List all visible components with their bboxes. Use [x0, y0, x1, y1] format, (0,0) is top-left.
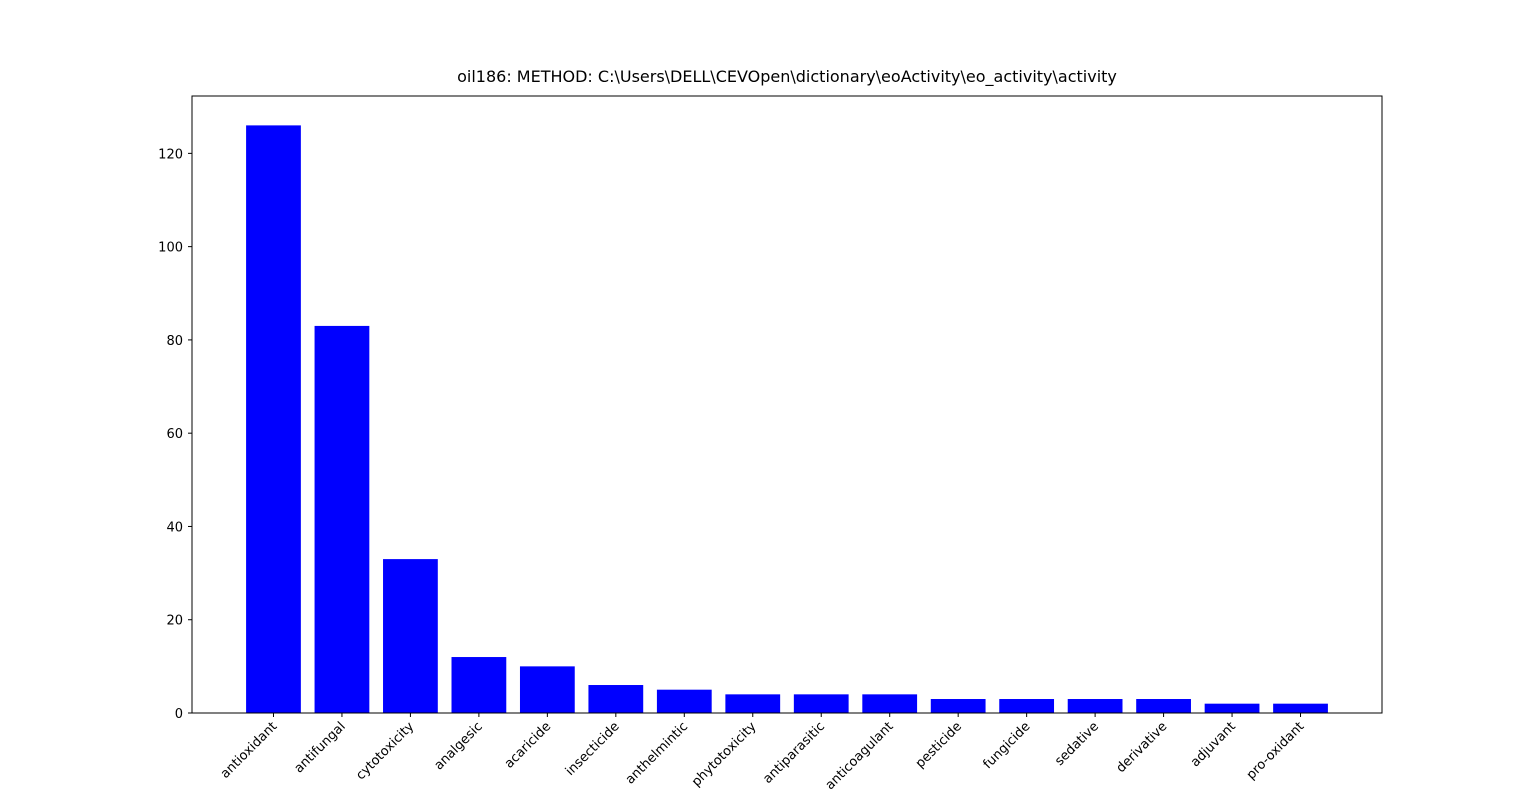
- y-tick-label: 60: [166, 427, 183, 442]
- bar: [999, 699, 1055, 713]
- x-tick-label: antifungal: [292, 719, 349, 776]
- bar: [519, 666, 575, 713]
- bar: [1273, 703, 1328, 713]
- x-tick-label: fungicide: [980, 719, 1033, 772]
- x-tick-label: adjuvant: [1188, 719, 1239, 770]
- bar: [930, 699, 986, 713]
- bar: [451, 657, 507, 713]
- x-tick-label: pro-oxidant: [1244, 719, 1308, 783]
- y-tick-label: 80: [166, 334, 183, 349]
- x-tick-label: analgesic: [432, 719, 486, 773]
- x-tick-label: anticoagulant: [823, 719, 897, 793]
- plot-frame: [191, 95, 1383, 714]
- y-tick-label: 0: [175, 707, 183, 722]
- bar: [1067, 699, 1123, 713]
- bar: [1204, 703, 1260, 713]
- bar: [246, 125, 301, 713]
- x-tick-label: anthelmintic: [623, 719, 691, 787]
- y-tick-label: 100: [158, 241, 183, 256]
- bar: [725, 694, 781, 713]
- bar: [383, 559, 438, 713]
- bar: [314, 325, 370, 713]
- x-tick-label: phytotoxicity: [689, 719, 760, 790]
- x-tick-label: antioxidant: [218, 719, 280, 781]
- bar: [588, 685, 644, 713]
- bar: [656, 689, 712, 713]
- chart-title: oil186: METHOD: C:\Users\DELL\CEVOpen\di…: [457, 67, 1117, 87]
- y-tick-label: 20: [166, 614, 183, 629]
- bar: [862, 694, 918, 713]
- x-tick-label: antiparasitic: [760, 719, 828, 787]
- bar: [793, 694, 849, 713]
- x-tick-label: cytotoxicity: [353, 719, 417, 783]
- x-tick-label: derivative: [1114, 719, 1171, 776]
- x-tick-label: pesticide: [913, 719, 965, 771]
- bar: [1136, 699, 1191, 713]
- x-tick-label: acaricide: [502, 719, 554, 771]
- x-tick-label: sedative: [1052, 719, 1102, 769]
- x-tick-label: insecticide: [563, 719, 623, 779]
- y-tick-label: 120: [158, 147, 183, 162]
- y-tick-label: 40: [166, 520, 183, 535]
